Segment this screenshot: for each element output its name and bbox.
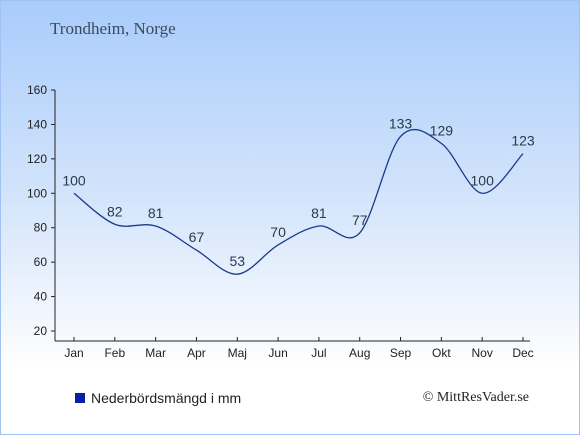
data-label: 100 (62, 172, 86, 188)
x-tick-label: Jul (311, 346, 326, 360)
data-labels: 100 82 81 67 53 70 81 77 133 129 100 123 (62, 115, 535, 269)
data-label: 129 (430, 122, 454, 138)
axes (54, 90, 530, 342)
x-tick-label: Feb (104, 346, 125, 360)
x-tick-label: Sep (390, 346, 412, 360)
legend-swatch (75, 393, 85, 403)
data-label: 82 (107, 203, 123, 219)
precipitation-series-line (73, 128, 524, 275)
data-label: 70 (270, 224, 286, 240)
y-tick-label: 120 (27, 152, 47, 166)
y-tick-label: 160 (27, 83, 47, 97)
x-tick-label: Jan (64, 346, 83, 360)
data-label: 133 (389, 115, 413, 131)
data-label: 67 (189, 229, 205, 245)
y-axis-ticks: 20 40 60 80 100 120 140 160 (27, 83, 55, 338)
legend-label: Nederbördsmängd i mm (91, 390, 242, 406)
data-label: 81 (148, 205, 164, 221)
data-label: 77 (352, 212, 368, 228)
y-tick-label: 140 (27, 117, 47, 131)
data-label: 81 (311, 205, 327, 221)
x-tick-label: Jun (268, 346, 287, 360)
data-label: 53 (229, 253, 245, 269)
x-axis-ticks: Jan Feb Mar Apr Maj Jun Jul Aug Sep Okt Nov Dec (64, 337, 534, 360)
x-tick-label: Okt (432, 346, 451, 360)
chart-title: Trondheim, Norge (50, 19, 176, 38)
x-tick-label: Maj (228, 346, 247, 360)
credit-text: © MittResVader.se (422, 390, 529, 405)
y-tick-label: 20 (34, 324, 48, 338)
x-tick-label: Mar (145, 346, 166, 360)
x-tick-label: Apr (187, 346, 206, 360)
x-tick-label: Aug (349, 346, 370, 360)
y-tick-label: 100 (27, 186, 47, 200)
x-tick-label: Dec (512, 346, 533, 360)
x-tick-label: Nov (472, 346, 493, 360)
y-tick-label: 80 (34, 221, 48, 235)
legend: Nederbördsmängd i mm (75, 390, 241, 406)
y-tick-label: 40 (34, 290, 48, 304)
y-tick-label: 60 (34, 255, 48, 269)
data-label: 100 (471, 172, 495, 188)
data-label: 123 (511, 133, 535, 149)
